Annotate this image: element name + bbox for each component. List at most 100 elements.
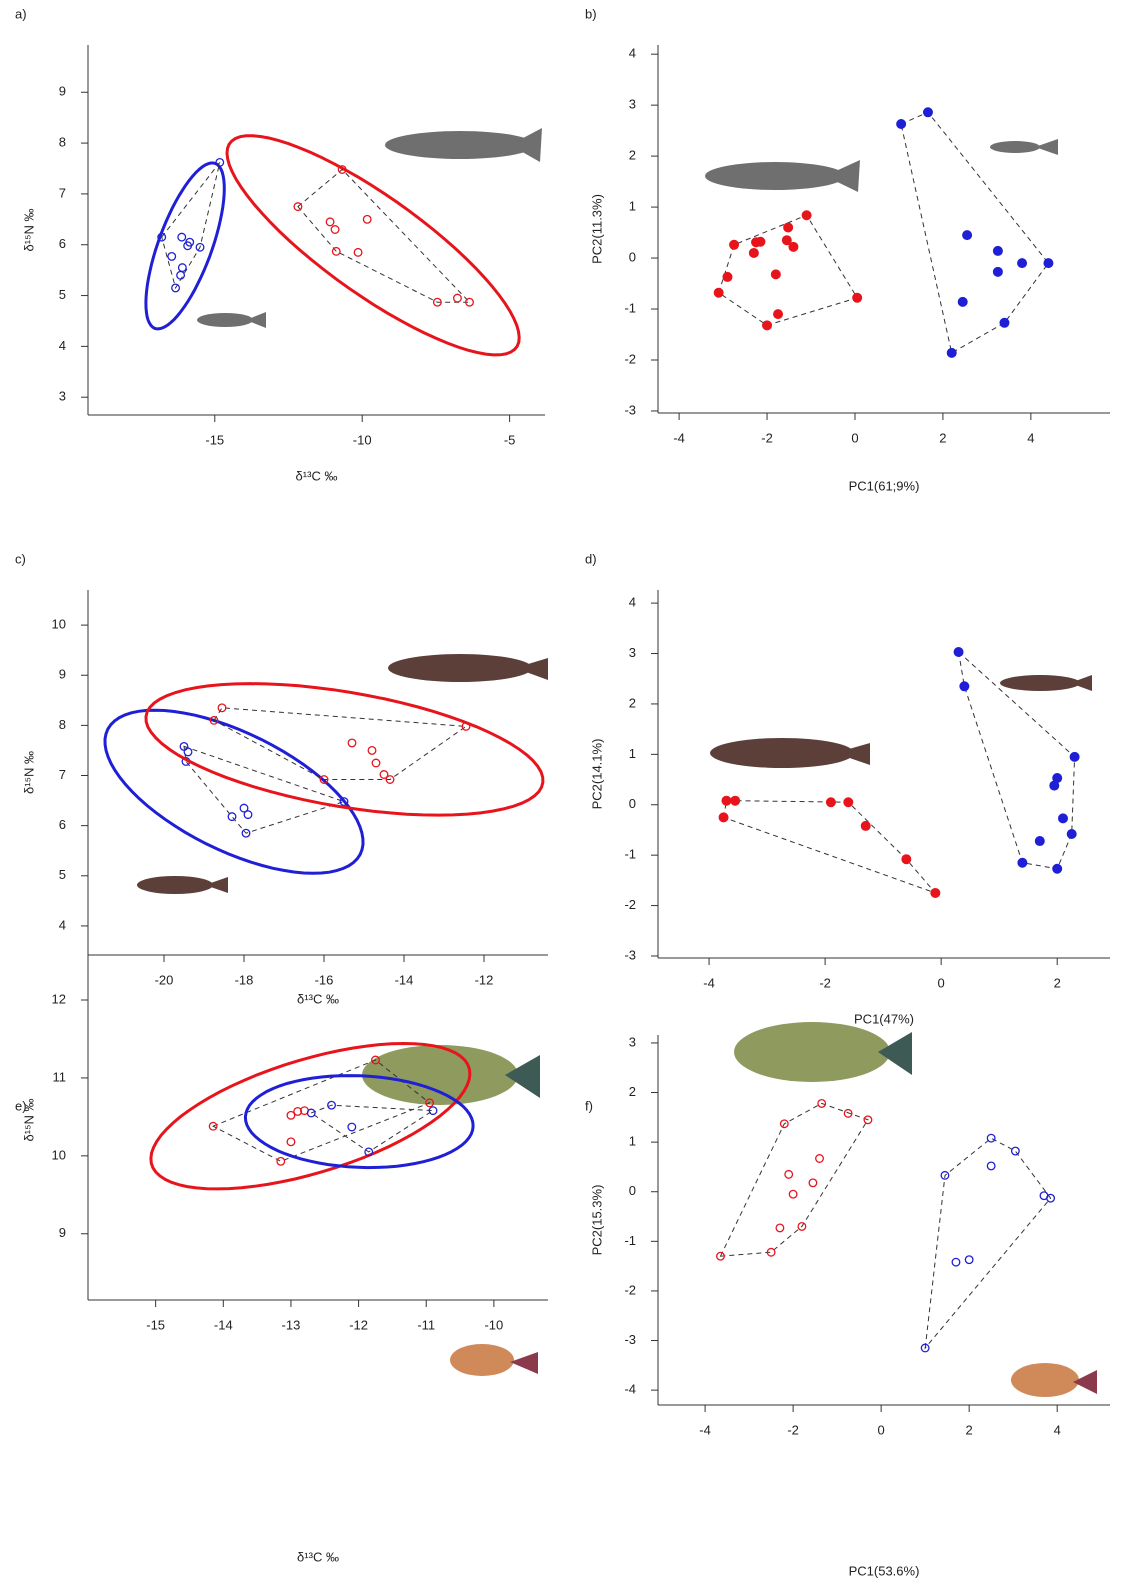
data-point [227, 812, 237, 822]
panel: b) -4 -2 0 2 4 -3 -2 -1 0 1 2 3 4 PC1(61;9%) PC2(11.3%) [585, 6, 1110, 493]
panel-label: b) [585, 6, 597, 21]
y-tick-label: -3 [624, 947, 636, 962]
panel-label: e) [15, 1098, 27, 1113]
data-point [920, 1343, 930, 1353]
data-point [797, 1221, 807, 1231]
data-point [1017, 857, 1028, 868]
data-point [999, 317, 1010, 328]
data-point [860, 820, 871, 831]
data-point [1034, 836, 1045, 847]
y-tick-label: -1 [624, 300, 636, 315]
data-point [293, 1106, 303, 1116]
y-tick-label: 0 [629, 1183, 636, 1198]
data-point [177, 232, 187, 242]
y-tick-label: -2 [624, 897, 636, 912]
standard-ellipse [225, 134, 521, 357]
data-point [385, 775, 395, 784]
data-point [353, 247, 363, 257]
data-point [986, 1161, 996, 1171]
x-tick-label: -2 [787, 1422, 799, 1437]
data-point [762, 320, 773, 331]
panel: d) -4 -2 0 2 -3 -2 -1 0 1 2 3 4 PC1(47%) PC2(14.1%) [585, 551, 1110, 1026]
data-point [817, 1098, 827, 1108]
y-tick-label: 6 [59, 236, 66, 251]
standard-ellipse [144, 682, 545, 817]
data-point [327, 1100, 336, 1110]
x-axis-label: PC1(61;9%) [849, 478, 920, 493]
data-point [770, 269, 781, 280]
x-tick-label: 4 [1027, 430, 1034, 445]
data-point [215, 157, 225, 167]
data-point [896, 119, 907, 130]
data-point [1043, 258, 1054, 269]
x-tick-label: -14 [395, 972, 414, 987]
data-point [339, 797, 349, 807]
y-tick-label: 4 [59, 338, 66, 353]
data-point [347, 738, 357, 748]
x-tick-label: -12 [349, 1317, 368, 1332]
y-tick-label: 9 [59, 1225, 66, 1240]
data-point [992, 266, 1003, 277]
y-tick-label: 4 [59, 917, 66, 932]
data-point [748, 247, 759, 258]
data-point [930, 887, 941, 898]
data-point [773, 309, 784, 320]
panel: e) -15 -14 -13 -12 -11 -10 9 10 11 12 δ¹³C ‰ δ¹⁵N ‰ [15, 940, 548, 1564]
data-point [183, 241, 193, 251]
data-point [1010, 1146, 1020, 1156]
x-tick-label: -18 [235, 972, 254, 987]
data-point [1049, 780, 1060, 791]
y-tick-label: 5 [59, 867, 66, 882]
y-tick-label: -1 [624, 847, 636, 862]
y-tick-label: 2 [629, 695, 636, 710]
convex-hull [211, 1059, 431, 1162]
data-point [241, 828, 251, 838]
x-tick-label: 2 [966, 1422, 973, 1437]
data-point [779, 1119, 789, 1129]
y-tick-label: -3 [624, 1332, 636, 1347]
data-point [362, 214, 372, 224]
y-tick-label: -4 [624, 1382, 636, 1397]
data-point [959, 681, 970, 692]
data-point [962, 230, 973, 241]
y-tick-label: 7 [59, 767, 66, 782]
data-point [825, 797, 836, 808]
y-tick-label: -2 [624, 1282, 636, 1297]
data-point [815, 1154, 824, 1163]
y-tick-label: 3 [629, 645, 636, 660]
x-axis-label: δ¹³C ‰ [297, 1549, 339, 1564]
data-point [293, 202, 303, 212]
y-tick-label: 8 [59, 717, 66, 732]
standard-ellipse [149, 1041, 472, 1191]
convex-hull [900, 111, 1050, 354]
y-tick-label: 9 [59, 84, 66, 99]
convex-hull [723, 800, 938, 895]
y-tick-label: 12 [52, 991, 66, 1006]
data-point [852, 292, 863, 303]
convex-hull [161, 162, 221, 290]
y-tick-label: -1 [624, 1233, 636, 1248]
y-tick-label: 3 [629, 97, 636, 112]
standard-ellipse [243, 1074, 475, 1170]
x-axis-label: PC1(53.6%) [849, 1563, 920, 1578]
data-point [1052, 863, 1063, 874]
fish-illustration [137, 654, 1092, 894]
data-point [177, 263, 187, 273]
y-tick-label: 3 [59, 389, 66, 404]
data-point [863, 1115, 873, 1125]
data-point [808, 1178, 818, 1188]
x-tick-label: 2 [1054, 975, 1061, 990]
panel: a) -15 -10 -5 3 4 5 6 7 8 9 δ¹³C ‰ δ¹⁵N ‰ [15, 6, 545, 483]
data-point [428, 1106, 438, 1116]
data-point [331, 246, 341, 256]
data-point [986, 1133, 996, 1143]
data-point [783, 222, 794, 233]
data-point [775, 1223, 785, 1233]
x-tick-label: -10 [353, 432, 372, 447]
y-tick-label: 4 [629, 46, 636, 61]
convex-hull [213, 707, 468, 780]
x-tick-label: -15 [146, 1317, 165, 1332]
convex-hull [297, 168, 471, 303]
x-tick-label: 2 [939, 430, 946, 445]
data-point [306, 1108, 316, 1118]
